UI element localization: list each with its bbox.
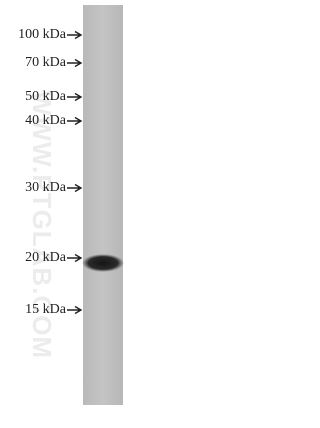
marker-ladder: 100 kDa 70 kDa 50 kDa 40 kDa 30 kDa 20 kDa 15 … [18,27,83,317]
marker-arrow [67,92,83,102]
marker-label: 50 kDa [25,89,67,104]
marker-arrow [67,30,83,40]
marker-arrow [67,305,83,315]
marker-arrow [67,116,83,126]
marker-label: 15 kDa [25,302,67,317]
marker-label: 20 kDa [25,250,67,265]
marker-arrow [67,183,83,193]
marker-label: 30 kDa [25,180,67,195]
blot-lane [83,5,123,405]
marker-arrow [67,58,83,68]
marker-label: 40 kDa [25,113,67,128]
marker-arrow [67,253,83,263]
marker-label: 70 kDa [25,55,67,70]
marker-label: 100 kDa [18,27,67,42]
blot-figure: WWW.PTGLAB.COM 100 kDa 70 kDa 50 kDa 40 kDa… [18,5,124,405]
protein-band [82,254,124,272]
watermark: WWW.PTGLAB.COM [27,91,57,359]
